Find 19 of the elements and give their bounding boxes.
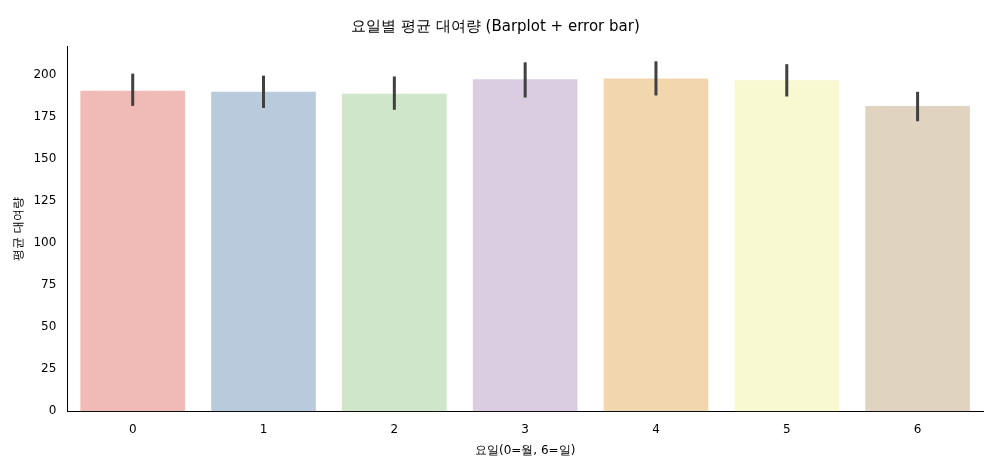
y-tick-label: 25 bbox=[41, 361, 57, 376]
x-axis-title: 요일(0=월, 6=일) bbox=[474, 442, 576, 457]
x-tick-label: 6 bbox=[913, 421, 922, 436]
y-tick-label: 75 bbox=[41, 277, 57, 292]
x-tick-label: 0 bbox=[128, 421, 137, 436]
y-tick-label: 200 bbox=[33, 66, 57, 81]
y-axis-title: 평균 대여량 bbox=[11, 196, 26, 261]
x-tick-label: 3 bbox=[521, 421, 529, 436]
y-tick-label: 50 bbox=[41, 319, 57, 334]
y-tick-label: 175 bbox=[33, 108, 57, 123]
y-tick-label: 125 bbox=[33, 192, 57, 207]
x-tick-label: 4 bbox=[652, 421, 660, 436]
chart-title: 요일별 평균 대여량 (Barplot + error bar) bbox=[351, 16, 640, 35]
x-tick-label: 5 bbox=[782, 421, 791, 436]
y-tick-label: 150 bbox=[33, 150, 57, 165]
y-tick-label: 100 bbox=[33, 235, 57, 250]
y-tick-label: 0 bbox=[48, 403, 57, 418]
x-tick-label: 1 bbox=[259, 421, 268, 436]
x-tick-label: 2 bbox=[390, 421, 399, 436]
